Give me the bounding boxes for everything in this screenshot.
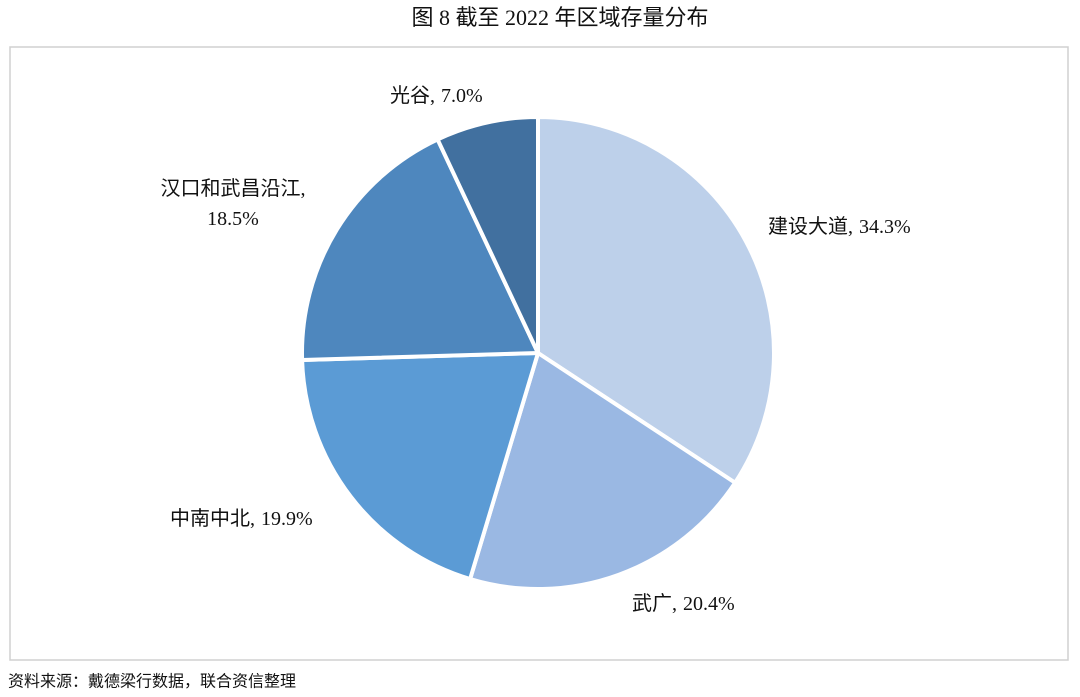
slice-label: 建设大道, 34.3%	[768, 215, 911, 238]
category-label: 中南中北,	[170, 507, 255, 530]
chart-frame	[9, 46, 1069, 661]
source-note: 资料来源：戴德梁行数据，联合资信整理	[8, 673, 296, 691]
value-label: 7.0%	[441, 85, 483, 107]
slice-label: 汉口和武昌沿江, 18.5%	[161, 177, 306, 230]
value-label: 34.3%	[859, 216, 911, 238]
slice-label: 中南中北, 19.9%	[170, 507, 313, 530]
category-label: 光谷,	[390, 84, 435, 107]
pie	[300, 115, 776, 591]
value-label: 20.4%	[683, 593, 735, 615]
category-label: 建设大道,	[768, 215, 853, 238]
pie-slice	[300, 137, 540, 363]
chart-title: 图 8 截至 2022 年区域存量分布	[411, 5, 708, 30]
pie-slice	[435, 115, 540, 355]
slice-label: 武广, 20.4%	[632, 592, 735, 615]
category-label: 汉口和武昌沿江,	[161, 177, 306, 200]
pie-slice	[468, 351, 738, 591]
value-label: 19.9%	[261, 508, 313, 530]
pie-slice	[300, 351, 540, 582]
category-label: 武广,	[632, 592, 677, 615]
value-label: 18.5%	[207, 208, 259, 230]
slice-label: 光谷, 7.0%	[390, 84, 483, 107]
